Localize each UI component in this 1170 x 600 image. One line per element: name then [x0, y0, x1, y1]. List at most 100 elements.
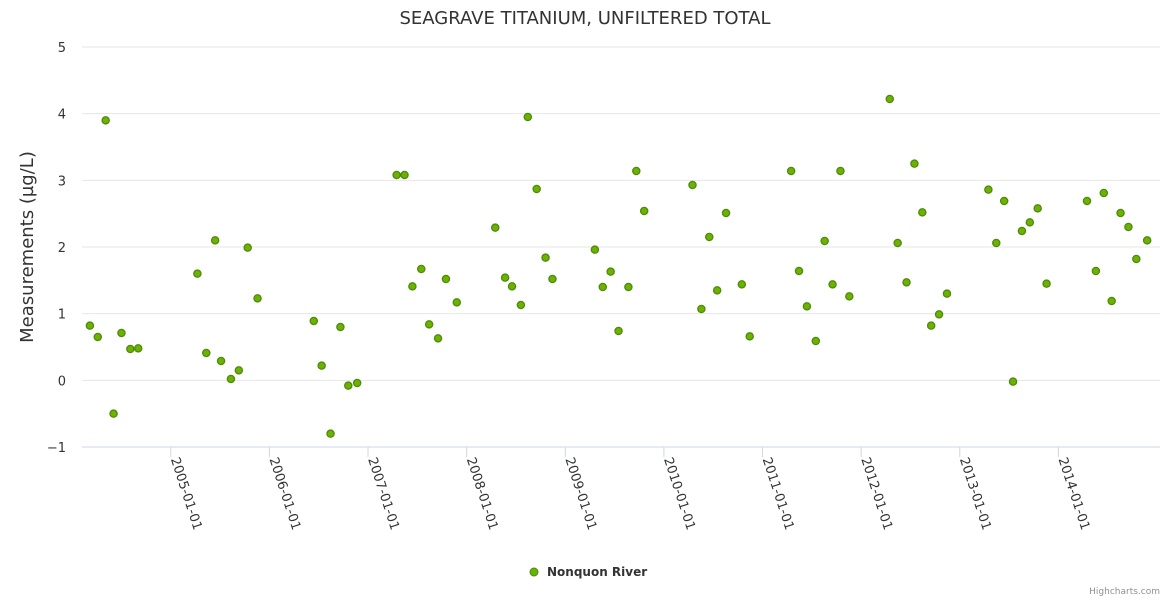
- data-point[interactable]: [918, 208, 927, 217]
- data-point[interactable]: [532, 184, 541, 194]
- credits-link[interactable]: Highcharts.com: [1089, 587, 1160, 597]
- data-point[interactable]: [926, 321, 936, 330]
- legend-item-nonquon-river[interactable]: Nonquon River: [547, 565, 647, 579]
- data-point[interactable]: [1008, 377, 1018, 386]
- data-point[interactable]: [614, 326, 623, 336]
- data-point[interactable]: [344, 381, 353, 390]
- data-point[interactable]: [712, 286, 722, 295]
- data-point[interactable]: [392, 170, 401, 180]
- data-point[interactable]: [902, 278, 911, 287]
- data-point[interactable]: [101, 116, 110, 125]
- data-point[interactable]: [400, 170, 409, 180]
- data-point[interactable]: [721, 208, 731, 218]
- data-point[interactable]: [590, 245, 600, 254]
- y-axis-ticks: −1 0 1 2 3 4 5: [47, 41, 66, 456]
- data-point[interactable]: [452, 298, 462, 307]
- data-point[interactable]: [193, 269, 202, 278]
- data-point[interactable]: [216, 356, 226, 366]
- data-point[interactable]: [1099, 188, 1109, 198]
- data-point[interactable]: [845, 292, 854, 301]
- grid-lines: [82, 46, 1160, 381]
- data-point[interactable]: [697, 304, 706, 314]
- data-point[interactable]: [417, 264, 426, 274]
- data-point[interactable]: [1042, 279, 1051, 288]
- data-point[interactable]: [317, 361, 326, 370]
- data-point[interactable]: [632, 166, 641, 176]
- legend[interactable]: Nonquon River: [529, 565, 647, 579]
- data-point[interactable]: [516, 300, 526, 310]
- data-point[interactable]: [490, 223, 500, 232]
- data-point[interactable]: [885, 94, 895, 104]
- y-tick-label: 2: [58, 241, 66, 256]
- series-nonquon-river[interactable]: [85, 94, 1152, 438]
- y-tick-label: 5: [58, 41, 66, 56]
- data-point[interactable]: [639, 206, 649, 216]
- data-point[interactable]: [745, 332, 754, 341]
- data-point[interactable]: [424, 320, 434, 329]
- data-point[interactable]: [624, 282, 633, 292]
- data-point[interactable]: [893, 238, 902, 248]
- data-point[interactable]: [352, 378, 362, 388]
- y-tick-label: 0: [58, 374, 66, 389]
- data-point[interactable]: [336, 322, 345, 332]
- data-point[interactable]: [992, 238, 1001, 248]
- y-axis-label: Measurements (µg/L): [17, 151, 38, 343]
- data-point[interactable]: [737, 280, 747, 289]
- data-point[interactable]: [1107, 296, 1116, 306]
- data-point[interactable]: [802, 302, 812, 311]
- data-point[interactable]: [1017, 226, 1027, 236]
- data-point[interactable]: [1091, 266, 1101, 276]
- data-point[interactable]: [1033, 204, 1042, 213]
- data-point[interactable]: [507, 282, 517, 291]
- data-point[interactable]: [326, 429, 335, 438]
- data-point[interactable]: [786, 166, 796, 176]
- data-point[interactable]: [500, 273, 510, 282]
- data-point[interactable]: [1124, 222, 1133, 232]
- data-point[interactable]: [688, 180, 697, 190]
- data-point[interactable]: [984, 185, 993, 194]
- data-point[interactable]: [1082, 196, 1092, 206]
- data-point[interactable]: [1116, 208, 1125, 218]
- data-point[interactable]: [253, 294, 262, 303]
- data-point[interactable]: [541, 253, 550, 262]
- data-point[interactable]: [836, 166, 845, 176]
- data-point[interactable]: [433, 334, 443, 343]
- data-point[interactable]: [441, 274, 451, 284]
- y-tick-label: 3: [58, 174, 66, 189]
- y-tick-label: 1: [58, 308, 66, 323]
- data-point[interactable]: [408, 282, 417, 291]
- data-point[interactable]: [1132, 254, 1141, 264]
- chart-title: SEAGRAVE TITANIUM, UNFILTERED TOTAL: [399, 8, 770, 29]
- y-tick-label: 4: [58, 108, 66, 123]
- data-point[interactable]: [85, 321, 95, 330]
- data-point[interactable]: [234, 366, 244, 375]
- data-point[interactable]: [606, 267, 615, 276]
- data-point[interactable]: [820, 236, 829, 246]
- data-point[interactable]: [210, 236, 220, 245]
- data-point[interactable]: [93, 332, 103, 342]
- data-point[interactable]: [794, 266, 804, 276]
- data-point[interactable]: [202, 348, 211, 358]
- data-point[interactable]: [523, 112, 533, 122]
- data-point[interactable]: [548, 274, 557, 284]
- data-point[interactable]: [942, 289, 952, 298]
- data-point[interactable]: [1142, 236, 1152, 245]
- data-point[interactable]: [910, 159, 919, 168]
- data-point[interactable]: [828, 280, 837, 289]
- data-point[interactable]: [598, 282, 608, 292]
- data-point[interactable]: [109, 409, 118, 418]
- data-point[interactable]: [811, 336, 821, 346]
- data-point[interactable]: [309, 316, 319, 326]
- data-point[interactable]: [126, 344, 135, 354]
- data-point[interactable]: [243, 243, 252, 252]
- data-point[interactable]: [999, 196, 1009, 206]
- y-tick-label: −1: [47, 441, 66, 456]
- data-point[interactable]: [705, 232, 714, 242]
- data-point[interactable]: [133, 344, 143, 353]
- data-point[interactable]: [117, 328, 126, 338]
- legend-marker-icon[interactable]: [529, 567, 539, 577]
- data-point[interactable]: [934, 310, 944, 319]
- data-point[interactable]: [226, 374, 236, 384]
- data-point[interactable]: [1025, 218, 1035, 227]
